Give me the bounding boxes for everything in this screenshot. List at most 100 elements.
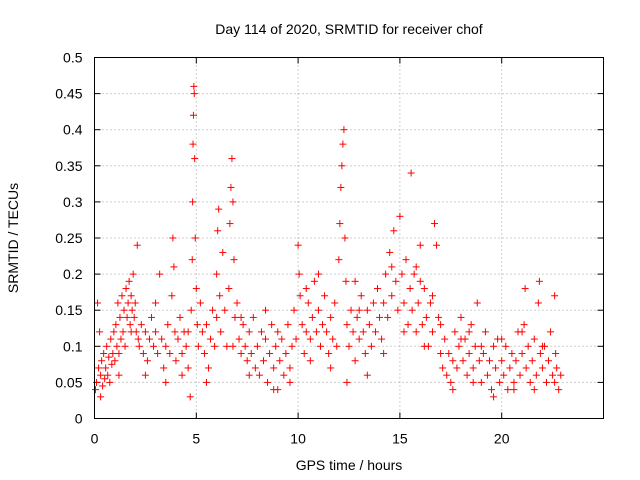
data-point (343, 378, 351, 386)
x-tick-label: 5 (192, 431, 200, 447)
data-point (270, 386, 278, 394)
data-point (347, 306, 355, 314)
data-point (367, 342, 375, 350)
data-point (498, 357, 506, 365)
data-point (504, 386, 512, 394)
data-point (160, 364, 168, 372)
data-point (131, 299, 139, 307)
data-point (296, 292, 304, 300)
data-point (171, 328, 179, 336)
data-point (302, 328, 310, 336)
data-point (164, 321, 172, 329)
data-point (143, 357, 151, 365)
data-point (109, 350, 117, 358)
data-point (104, 371, 112, 379)
data-point (502, 342, 510, 350)
y-tick-label: 0.35 (55, 158, 82, 174)
data-point (479, 350, 487, 358)
data-point (551, 378, 559, 386)
data-point (191, 234, 199, 242)
data-point (351, 277, 359, 285)
data-point (488, 386, 496, 394)
data-point (227, 183, 235, 191)
data-point (130, 313, 138, 321)
data-point (404, 321, 412, 329)
data-point (396, 212, 404, 220)
data-point (150, 342, 158, 350)
data-point (121, 342, 129, 350)
data-point (148, 313, 156, 321)
data-point (304, 299, 312, 307)
data-point (115, 350, 123, 358)
data-point (268, 321, 276, 329)
data-point (520, 321, 528, 329)
data-point (483, 371, 491, 379)
data-point (355, 306, 363, 314)
data-point (176, 313, 184, 321)
data-point (498, 335, 506, 343)
data-point (449, 357, 457, 365)
data-point (336, 220, 344, 228)
data-point (237, 313, 245, 321)
data-point (469, 378, 477, 386)
data-point (117, 335, 125, 343)
data-point (306, 357, 314, 365)
data-point (243, 357, 251, 365)
data-point (158, 335, 166, 343)
data-point (459, 357, 467, 365)
data-point (408, 306, 416, 314)
data-point (365, 321, 373, 329)
data-point (120, 306, 128, 314)
data-point (388, 263, 396, 271)
data-point (278, 335, 286, 343)
y-tick-label: 0.2 (63, 266, 83, 282)
data-point (255, 371, 263, 379)
data-point (431, 220, 439, 228)
data-point (437, 350, 445, 358)
data-point (113, 342, 121, 350)
data-point (428, 292, 436, 300)
data-point (237, 350, 245, 358)
data-point (100, 350, 108, 358)
data-point (178, 371, 186, 379)
data-point (510, 386, 518, 394)
data-point (114, 299, 122, 307)
data-point (530, 335, 538, 343)
data-point (253, 342, 261, 350)
data-point (490, 342, 498, 350)
data-point (205, 364, 213, 372)
data-point (508, 350, 516, 358)
data-point (276, 357, 284, 365)
data-point (441, 335, 449, 343)
data-point (338, 162, 346, 170)
data-point (545, 357, 553, 365)
data-point (449, 386, 457, 394)
data-point (229, 342, 237, 350)
data-point (162, 378, 170, 386)
data-point (124, 299, 132, 307)
data-point (455, 342, 463, 350)
data-point (412, 263, 420, 271)
data-point (552, 350, 560, 358)
data-point (192, 285, 200, 293)
data-point (174, 335, 182, 343)
data-point (286, 364, 294, 372)
data-point (323, 328, 331, 336)
data-point (314, 270, 322, 278)
data-point (247, 350, 255, 358)
x-axis-label: GPS time / hours (296, 457, 403, 473)
data-point (535, 277, 543, 285)
data-point (406, 285, 414, 293)
data-point (295, 270, 303, 278)
data-point (422, 313, 430, 321)
data-point (530, 386, 538, 394)
plot-frame (94, 57, 604, 419)
data-point (333, 342, 341, 350)
data-points (92, 82, 565, 401)
data-point (92, 386, 100, 394)
data-point (191, 155, 199, 163)
data-point (190, 90, 198, 98)
data-point (532, 371, 540, 379)
data-point (245, 328, 253, 336)
data-point (534, 299, 542, 307)
